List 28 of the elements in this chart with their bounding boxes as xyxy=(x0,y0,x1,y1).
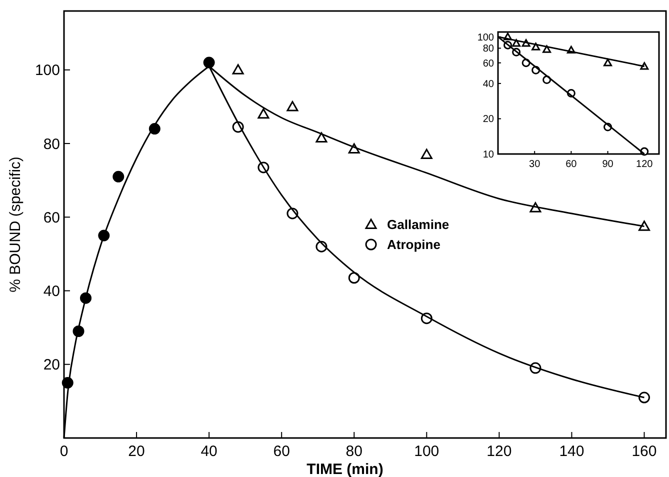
y-tick-label: 20 xyxy=(43,356,60,374)
y-axis-title: % BOUND (specific) xyxy=(7,156,24,292)
x-tick-label: 120 xyxy=(486,443,512,460)
x-tick-label: 0 xyxy=(60,443,68,460)
x-tick-label: 60 xyxy=(273,443,290,460)
x-tick-label: 20 xyxy=(128,443,145,460)
x-axis-title: TIME (min) xyxy=(306,461,384,477)
y-tick-label: 40 xyxy=(43,283,60,300)
x-tick-label: 40 xyxy=(200,443,218,460)
x-tick-label: 30 xyxy=(529,159,541,170)
legend-label: Atropine xyxy=(387,237,440,252)
y-tick-label: 80 xyxy=(482,44,494,55)
y-tick-label: 60 xyxy=(482,58,494,70)
x-tick-label: 100 xyxy=(414,443,440,460)
x-tick-label: 120 xyxy=(636,159,654,170)
y-tick-label: 40 xyxy=(482,78,494,90)
y-tick-label: 100 xyxy=(34,62,60,80)
x-tick-label: 60 xyxy=(566,159,578,170)
y-tick-label: 60 xyxy=(43,209,60,226)
legend-label: Gallamine xyxy=(387,217,450,232)
y-tick-label: 100 xyxy=(477,32,494,44)
x-tick-label: 80 xyxy=(346,443,362,460)
x-tick-label: 160 xyxy=(632,443,657,460)
x-tick-label: 90 xyxy=(602,159,614,170)
y-tick-label: 20 xyxy=(482,114,494,126)
x-tick-label: 140 xyxy=(559,443,584,460)
y-tick-label: 10 xyxy=(482,150,494,160)
y-tick-label: 80 xyxy=(43,136,60,153)
